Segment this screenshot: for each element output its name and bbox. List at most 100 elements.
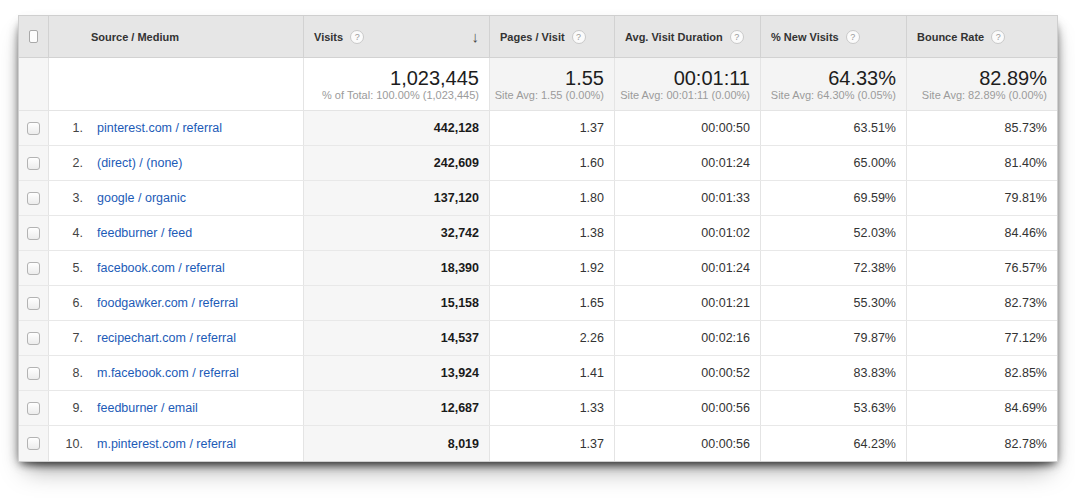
- new-visits-cell: 79.87%: [761, 321, 907, 355]
- row-select-cell: [19, 181, 49, 215]
- source-medium-link[interactable]: facebook.com / referral: [97, 261, 225, 275]
- row-checkbox[interactable]: [27, 297, 40, 310]
- help-icon[interactable]: ?: [730, 30, 744, 44]
- pages-visit-cell: 1.41: [490, 356, 615, 390]
- source-medium-cell: 3. google / organic: [49, 181, 304, 215]
- new-visits-cell: 53.63%: [761, 391, 907, 425]
- help-icon[interactable]: ?: [350, 30, 364, 44]
- avg-new-visits-subtext: Site Avg: 64.30% (0.05%): [771, 89, 896, 102]
- summary-bounce-cell: 82.89% Site Avg: 82.89% (0.00%): [907, 58, 1057, 110]
- total-visits-subtext: % of Total: 100.00% (1,023,445): [322, 89, 479, 102]
- duration-cell: 00:01:33: [615, 181, 761, 215]
- pages-visit-cell: 1.38: [490, 216, 615, 250]
- row-number: 3.: [57, 191, 83, 205]
- help-icon[interactable]: ?: [572, 30, 586, 44]
- table-row: 7. recipechart.com / referral 14,537 2.2…: [19, 321, 1057, 356]
- col-header-label: Avg. Visit Duration: [625, 31, 723, 43]
- source-medium-link[interactable]: recipechart.com / referral: [97, 331, 236, 345]
- avg-new-visits-value: 64.33%: [828, 67, 896, 89]
- table-row: 6. foodgawker.com / referral 15,158 1.65…: [19, 286, 1057, 321]
- row-checkbox[interactable]: [27, 262, 40, 275]
- new-visits-cell: 55.30%: [761, 286, 907, 320]
- avg-duration-subtext: Site Avg: 00:01:11 (0.00%): [620, 89, 750, 102]
- source-medium-link[interactable]: foodgawker.com / referral: [97, 296, 238, 310]
- table-row: 2. (direct) / (none) 242,609 1.60 00:01:…: [19, 146, 1057, 181]
- col-header-visits[interactable]: Visits ? ↓: [304, 16, 490, 57]
- col-header-label: Pages / Visit: [500, 31, 565, 43]
- col-header-pages-visit[interactable]: Pages / Visit ?: [490, 16, 615, 57]
- source-medium-link[interactable]: m.pinterest.com / referral: [97, 437, 236, 451]
- row-checkbox[interactable]: [27, 227, 40, 240]
- row-checkbox[interactable]: [27, 367, 40, 380]
- pages-visit-cell: 1.80: [490, 181, 615, 215]
- duration-cell: 00:01:21: [615, 286, 761, 320]
- source-medium-link[interactable]: google / organic: [97, 191, 186, 205]
- row-number: 10.: [57, 437, 83, 451]
- sort-descending-icon[interactable]: ↓: [472, 29, 480, 44]
- col-header-new-visits[interactable]: % New Visits ?: [761, 16, 907, 57]
- source-medium-link[interactable]: (direct) / (none): [97, 156, 182, 170]
- summary-duration-cell: 00:01:11 Site Avg: 00:01:11 (0.00%): [615, 58, 761, 110]
- row-checkbox[interactable]: [27, 332, 40, 345]
- table-row: 10. m.pinterest.com / referral 8,019 1.3…: [19, 426, 1057, 461]
- avg-bounce-subtext: Site Avg: 82.89% (0.00%): [922, 89, 1047, 102]
- row-select-cell: [19, 321, 49, 355]
- source-medium-cell: 4. feedburner / feed: [49, 216, 304, 250]
- visits-cell: 13,924: [304, 356, 490, 390]
- table-row: 3. google / organic 137,120 1.80 00:01:3…: [19, 181, 1057, 216]
- pages-visit-cell: 1.33: [490, 391, 615, 425]
- source-medium-cell: 6. foodgawker.com / referral: [49, 286, 304, 320]
- table-header-row: Source / Medium Visits ? ↓ Pages / Visit…: [19, 16, 1057, 58]
- duration-cell: 00:02:16: [615, 321, 761, 355]
- visits-cell: 32,742: [304, 216, 490, 250]
- row-number: 2.: [57, 156, 83, 170]
- summary-pages-visit-cell: 1.55 Site Avg: 1.55 (0.00%): [490, 58, 615, 110]
- visits-cell: 8,019: [304, 426, 490, 461]
- row-checkbox[interactable]: [27, 157, 40, 170]
- col-header-avg-visit-duration[interactable]: Avg. Visit Duration ?: [615, 16, 761, 57]
- source-medium-cell: 10. m.pinterest.com / referral: [49, 426, 304, 461]
- row-number: 7.: [57, 331, 83, 345]
- visits-cell: 18,390: [304, 251, 490, 285]
- bounce-rate-cell: 82.73%: [907, 286, 1057, 320]
- source-medium-cell: 9. feedburner / email: [49, 391, 304, 425]
- row-checkbox[interactable]: [27, 402, 40, 415]
- bounce-rate-cell: 77.12%: [907, 321, 1057, 355]
- new-visits-cell: 63.51%: [761, 111, 907, 145]
- pages-visit-cell: 2.26: [490, 321, 615, 355]
- col-header-bounce-rate[interactable]: Bounce Rate ?: [907, 16, 1057, 57]
- duration-cell: 00:00:52: [615, 356, 761, 390]
- pages-visit-cell: 1.65: [490, 286, 615, 320]
- visits-cell: 14,537: [304, 321, 490, 355]
- bounce-rate-cell: 85.73%: [907, 111, 1057, 145]
- pages-visit-cell: 1.37: [490, 426, 615, 461]
- row-number: 1.: [57, 121, 83, 135]
- avg-pages-visit-value: 1.55: [565, 67, 604, 89]
- bounce-rate-cell: 82.78%: [907, 426, 1057, 461]
- row-select-cell: [19, 426, 49, 461]
- source-medium-link[interactable]: m.facebook.com / referral: [97, 366, 239, 380]
- help-icon[interactable]: ?: [846, 30, 860, 44]
- help-icon[interactable]: ?: [991, 30, 1005, 44]
- row-checkbox[interactable]: [27, 192, 40, 205]
- row-checkbox[interactable]: [27, 437, 40, 450]
- row-select-cell: [19, 391, 49, 425]
- pages-visit-cell: 1.37: [490, 111, 615, 145]
- summary-row: 1,023,445 % of Total: 100.00% (1,023,445…: [19, 58, 1057, 111]
- bounce-rate-cell: 82.85%: [907, 356, 1057, 390]
- source-medium-link[interactable]: feedburner / email: [97, 401, 198, 415]
- summary-visits-cell: 1,023,445 % of Total: 100.00% (1,023,445…: [304, 58, 490, 110]
- duration-cell: 00:01:24: [615, 251, 761, 285]
- visits-cell: 242,609: [304, 146, 490, 180]
- visits-cell: 12,687: [304, 391, 490, 425]
- row-checkbox[interactable]: [27, 122, 40, 135]
- select-all-checkbox[interactable]: [29, 30, 38, 43]
- duration-cell: 00:00:56: [615, 391, 761, 425]
- col-header-source-medium[interactable]: Source / Medium: [49, 16, 304, 57]
- source-medium-cell: 7. recipechart.com / referral: [49, 321, 304, 355]
- table-row: 8. m.facebook.com / referral 13,924 1.41…: [19, 356, 1057, 391]
- new-visits-cell: 64.23%: [761, 426, 907, 461]
- source-medium-link[interactable]: feedburner / feed: [97, 226, 192, 240]
- source-medium-link[interactable]: pinterest.com / referral: [97, 121, 222, 135]
- row-number: 8.: [57, 366, 83, 380]
